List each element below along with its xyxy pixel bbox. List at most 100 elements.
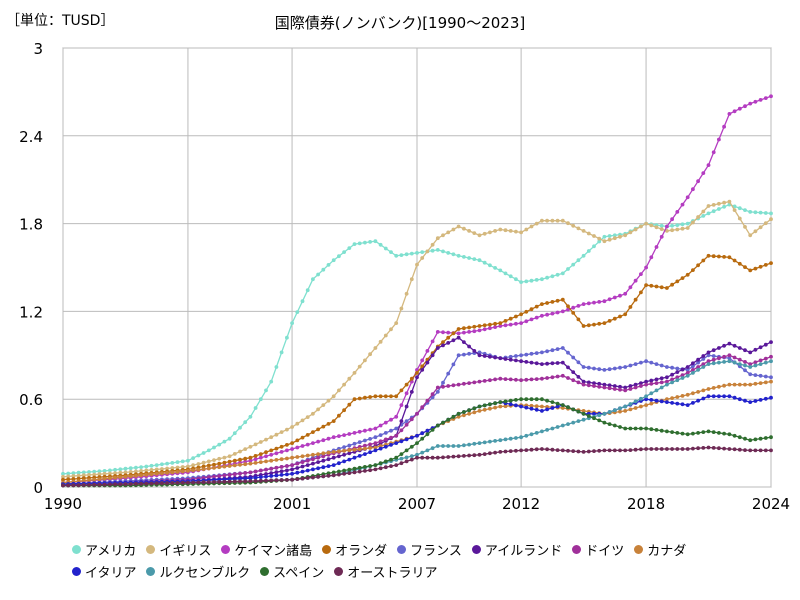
data-point bbox=[420, 450, 425, 455]
data-point bbox=[758, 358, 763, 363]
data-point bbox=[232, 479, 237, 484]
data-point bbox=[508, 402, 513, 407]
data-point bbox=[571, 378, 576, 383]
data-point bbox=[753, 399, 758, 403]
data-point bbox=[639, 272, 643, 276]
data-point bbox=[769, 261, 773, 265]
data-point bbox=[534, 315, 539, 320]
data-point bbox=[597, 300, 602, 304]
data-point bbox=[165, 471, 170, 475]
data-point bbox=[691, 268, 695, 272]
data-point bbox=[748, 101, 753, 106]
y-tick-label: 0 bbox=[33, 479, 43, 497]
data-point bbox=[274, 465, 279, 470]
data-point bbox=[748, 372, 753, 377]
data-point bbox=[305, 463, 310, 467]
data-point bbox=[758, 381, 763, 385]
data-point bbox=[253, 442, 258, 447]
data-point bbox=[462, 381, 466, 386]
data-point bbox=[274, 365, 279, 369]
data-point bbox=[607, 383, 612, 388]
data-point bbox=[462, 340, 466, 344]
data-point bbox=[576, 304, 581, 308]
data-point bbox=[534, 278, 539, 282]
data-point bbox=[435, 236, 440, 241]
data-point bbox=[363, 469, 367, 473]
data-point bbox=[337, 472, 341, 477]
data-point bbox=[373, 394, 378, 399]
data-point bbox=[691, 371, 695, 375]
legend-item: ドイツ bbox=[572, 540, 624, 559]
data-point bbox=[206, 480, 211, 484]
data-point bbox=[717, 394, 721, 399]
data-point bbox=[508, 449, 513, 453]
data-point bbox=[373, 435, 378, 440]
data-point bbox=[696, 390, 700, 394]
data-point bbox=[514, 403, 518, 408]
data-point bbox=[727, 341, 732, 346]
data-point bbox=[519, 435, 523, 440]
data-point bbox=[321, 424, 326, 429]
data-point bbox=[477, 404, 482, 409]
data-point bbox=[737, 216, 742, 221]
data-point bbox=[154, 463, 159, 467]
data-point bbox=[300, 476, 305, 481]
data-point bbox=[758, 225, 763, 230]
data-point bbox=[711, 254, 716, 259]
data-point bbox=[425, 432, 430, 437]
data-point bbox=[753, 360, 758, 365]
data-point bbox=[550, 406, 555, 410]
data-point bbox=[670, 223, 674, 228]
data-point bbox=[519, 404, 523, 409]
legend-marker bbox=[471, 544, 481, 554]
data-point bbox=[238, 476, 242, 481]
data-point bbox=[378, 339, 383, 344]
data-point bbox=[311, 411, 315, 416]
data-point bbox=[331, 258, 336, 263]
data-point bbox=[290, 447, 294, 451]
data-point bbox=[212, 480, 216, 484]
data-point bbox=[555, 298, 560, 303]
data-point bbox=[441, 455, 445, 460]
data-point bbox=[201, 451, 206, 455]
data-point bbox=[477, 350, 482, 355]
data-point bbox=[566, 448, 570, 453]
data-point bbox=[409, 277, 414, 282]
data-point bbox=[628, 305, 633, 309]
data-point bbox=[467, 229, 471, 233]
data-point bbox=[592, 300, 596, 305]
data-point bbox=[61, 477, 65, 482]
data-point bbox=[659, 223, 664, 228]
data-point bbox=[524, 227, 529, 232]
data-point bbox=[628, 407, 633, 412]
data-point bbox=[581, 411, 586, 416]
data-point bbox=[342, 471, 346, 476]
data-point bbox=[592, 411, 596, 416]
data-point bbox=[446, 371, 451, 376]
data-point bbox=[451, 362, 456, 367]
data-point bbox=[534, 397, 539, 402]
data-point bbox=[607, 237, 612, 242]
data-point bbox=[186, 469, 190, 473]
data-point bbox=[488, 230, 492, 235]
data-point bbox=[555, 347, 560, 351]
data-point bbox=[441, 233, 445, 238]
data-point bbox=[191, 463, 196, 468]
data-point bbox=[222, 460, 227, 465]
data-point bbox=[76, 479, 81, 483]
data-point bbox=[206, 475, 211, 480]
data-point bbox=[508, 274, 513, 279]
data-point bbox=[102, 476, 107, 481]
data-point bbox=[529, 432, 534, 437]
data-point bbox=[665, 447, 669, 451]
data-point bbox=[670, 401, 674, 405]
data-point bbox=[654, 362, 659, 366]
data-point bbox=[81, 478, 86, 483]
data-point bbox=[321, 403, 326, 407]
data-point bbox=[467, 453, 471, 458]
data-point bbox=[732, 208, 737, 213]
data-point bbox=[566, 376, 570, 380]
data-point bbox=[425, 448, 430, 453]
data-point bbox=[227, 472, 232, 477]
data-point bbox=[758, 264, 763, 269]
